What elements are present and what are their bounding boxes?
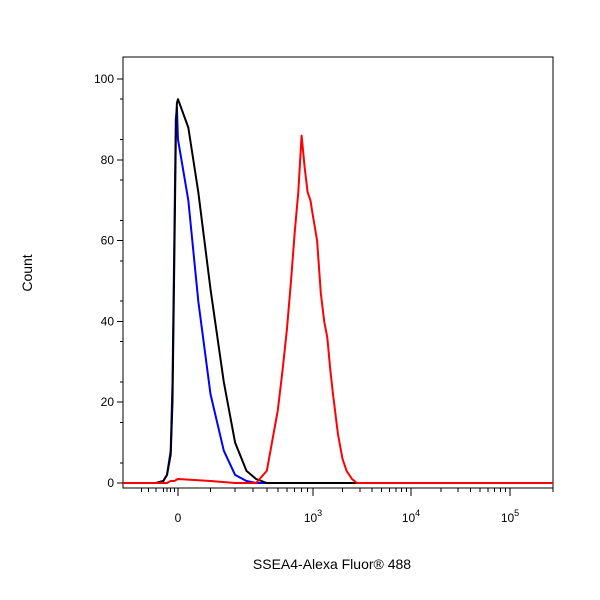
series-layer bbox=[123, 98, 553, 484]
y-axis-ticks: 0 20 40 60 80 100 bbox=[94, 72, 123, 490]
histogram-series-2 bbox=[123, 98, 553, 484]
x-tick-label: 105 bbox=[501, 508, 519, 525]
histogram-series-3 bbox=[123, 134, 553, 484]
x-tick-label: 104 bbox=[402, 508, 420, 525]
x-tick-label: 0 bbox=[175, 511, 182, 525]
y-tick-label: 40 bbox=[101, 314, 115, 328]
x-axis-title: SSEA4-Alexa Fluor® 488 bbox=[253, 556, 411, 572]
plot-frame bbox=[122, 56, 554, 489]
x-tick-label: 103 bbox=[304, 508, 322, 525]
y-tick-label: 0 bbox=[107, 476, 114, 490]
y-tick-label: 60 bbox=[101, 234, 115, 248]
y-tick-label: 100 bbox=[94, 72, 114, 86]
y-tick-label: 80 bbox=[101, 153, 115, 167]
y-tick-label: 20 bbox=[101, 395, 115, 409]
x-axis-ticks: 0 103 104 105 bbox=[140, 488, 554, 525]
y-axis-title: Count bbox=[19, 254, 35, 291]
